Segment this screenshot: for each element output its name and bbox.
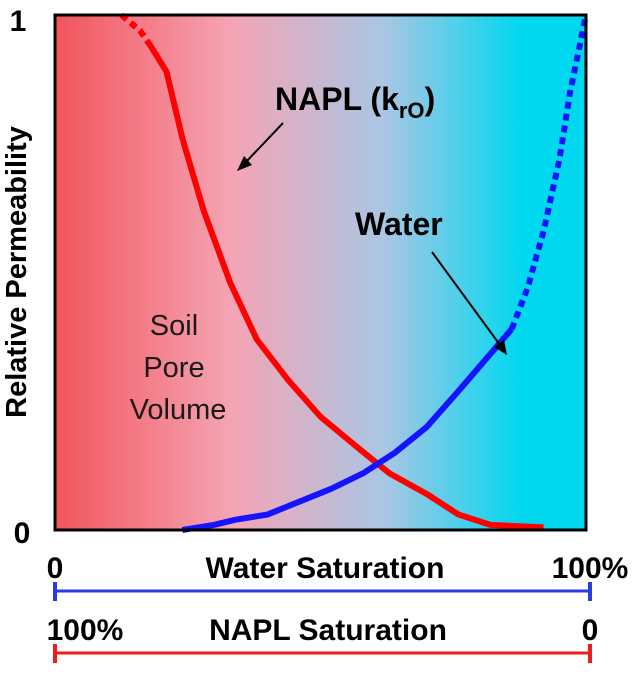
napl-kro-curve-dashed [119,12,154,48]
napl-arrow-shaft [244,122,284,164]
soil-line-1: Soil [150,310,198,342]
napl-kro-curve-solid [148,44,544,531]
water-axis-right-label: 100% [552,552,629,585]
napl-arrow-head [237,156,252,171]
water-curve-solid [181,327,514,533]
water-arrow-head [494,340,507,355]
plot-frame [53,13,588,532]
water-axis-left-label: 0 [47,552,64,585]
y-tick-1: 1 [10,5,27,38]
y-axis-label: Relative Permeability [1,126,33,418]
soil-line-2: Pore [143,352,204,384]
y-tick-0: 0 [14,517,31,550]
plot-background [55,15,586,530]
napl-label-suffix: ) [425,81,436,117]
napl-label-prefix: NAPL (k [275,81,399,117]
napl-axis-right-label: 0 [582,614,599,647]
water-arrow-shaft [431,251,501,346]
napl-curve-label: NAPL (krO) [275,81,435,123]
soil-line-3: Volume [130,394,227,426]
water-curve-dashed [508,14,589,331]
napl-axis-bar [53,644,592,663]
napl-label-subscript: rO [399,98,425,123]
curves [119,12,589,533]
napl-axis-left-label: 100% [47,614,124,647]
water-axis-bar [53,582,592,601]
water-curve-label: Water [355,206,443,242]
soil-pore-volume-label: Soil Pore Volume [130,310,227,426]
water-axis-title: Water Saturation [206,552,445,585]
napl-axis-title: NAPL Saturation [209,614,447,647]
